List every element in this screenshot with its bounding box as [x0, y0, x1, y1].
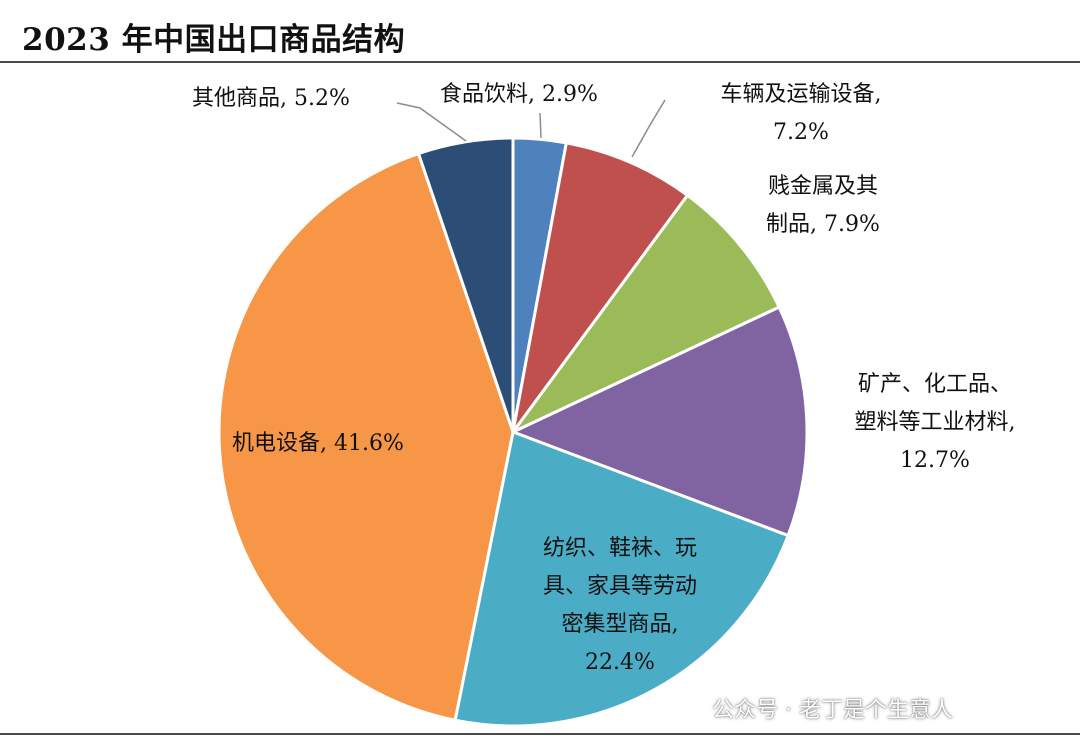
bottom-rule — [0, 733, 1080, 735]
label-food: 食品饮料, 2.9% — [440, 82, 598, 107]
watermark-text: 公众号 · 老丁是个生意人 — [712, 698, 953, 723]
leader-line-other — [396, 102, 467, 142]
label-vehicles: 车辆及运输设备, 7.2% — [720, 82, 882, 145]
pie-slice-metals — [511, 193, 781, 434]
label-materials: 矿产、化工品、 塑料等工业材料, 12.7% — [854, 372, 1016, 473]
pie-slice-vehicles — [511, 141, 689, 434]
chart-title: 2023 年中国出口商品结构 — [22, 22, 406, 58]
top-rule — [0, 61, 1080, 63]
pie-slice-textiles — [453, 430, 790, 728]
pie-slice-machinery — [217, 152, 515, 722]
leader-line-vehicles — [631, 99, 666, 158]
label-other: 其他商品, 5.2% — [192, 86, 350, 111]
label-metals: 贱金属及其 制品, 7.9% — [766, 174, 880, 237]
label-machinery: 机电设备, 41.6% — [232, 431, 404, 456]
leader-line-food — [539, 112, 542, 139]
watermark: 公众号 · 老丁是个生意人 — [668, 692, 953, 724]
pie-slice-materials — [511, 305, 809, 538]
pie-slice-other — [417, 136, 515, 434]
wechat-icon — [668, 695, 701, 720]
label-textiles: 纺织、鞋袜、玩 具、家具等劳动 密集型商品, 22.4% — [542, 536, 697, 675]
